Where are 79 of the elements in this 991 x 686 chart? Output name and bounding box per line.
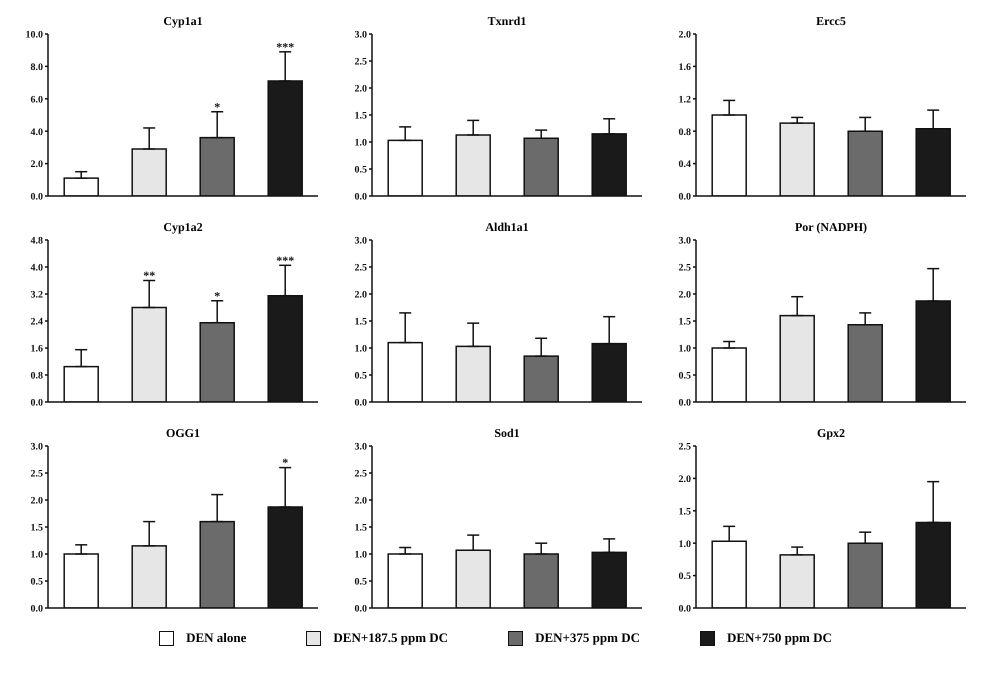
- y-tick-label: 2.0: [30, 159, 43, 170]
- y-tick-label: 6.0: [30, 94, 43, 106]
- y-tick-label: 0.5: [30, 576, 43, 588]
- y-tick-label: 1.5: [678, 316, 691, 328]
- y-tick-label: 0.5: [354, 576, 367, 588]
- chart-title: Por (NADPH): [794, 220, 868, 235]
- y-tick-label: 2.5: [354, 56, 367, 68]
- chart-title: Cyp1a2: [162, 220, 204, 235]
- y-tick-label: 2.0: [354, 496, 367, 507]
- chart-title: Sod1: [493, 426, 521, 441]
- legend-label: DEN+187.5 ppm DC: [333, 630, 448, 646]
- y-tick-label: 1.6: [30, 344, 43, 355]
- y-tick-label: 3.0: [30, 442, 43, 453]
- y-tick-label: 1.5: [30, 522, 43, 534]
- y-tick-label: 1.0: [678, 344, 691, 355]
- y-tick-label: 0.0: [354, 192, 367, 203]
- y-tick-label: 0.0: [30, 398, 43, 409]
- y-tick-label: 3.0: [354, 30, 367, 41]
- y-tick-label: 1.0: [30, 550, 43, 561]
- data-label: *: [282, 456, 288, 470]
- data-label: *: [214, 288, 220, 303]
- y-tick-label: 3.2: [30, 290, 43, 301]
- y-tick-label: 4.8: [30, 236, 43, 247]
- y-tick-label: 2.5: [354, 262, 367, 274]
- y-tick-label: 2.5: [30, 468, 43, 480]
- y-tick-label: 2.0: [354, 84, 367, 95]
- y-tick-label: 0.0: [354, 604, 367, 615]
- y-tick-label: 8.0: [30, 62, 43, 73]
- y-tick-label: 0.5: [678, 571, 691, 582]
- y-tick-label: 1.6: [678, 62, 691, 73]
- y-tick-label: 0.0: [678, 604, 691, 615]
- chart-title: Ercc5: [815, 14, 847, 29]
- data-label: *: [214, 100, 220, 114]
- y-tick-label: 0.5: [678, 370, 691, 382]
- data-label: ***: [276, 40, 294, 54]
- y-tick-label: 1.5: [354, 316, 367, 328]
- chart-title: OGG1: [164, 426, 201, 441]
- y-tick-label: 0.0: [678, 398, 691, 409]
- y-tick-label: 0.8: [678, 126, 691, 138]
- y-tick-label: 2.5: [678, 262, 691, 274]
- y-tick-label: 1.0: [354, 138, 367, 149]
- y-tick-label: 2.5: [354, 468, 367, 480]
- y-tick-label: 1.2: [678, 94, 691, 106]
- y-tick-label: 1.5: [678, 506, 691, 518]
- legend-label: DEN alone: [186, 630, 246, 646]
- y-tick-label: 0.0: [30, 192, 43, 203]
- y-tick-label: 1.0: [354, 550, 367, 561]
- y-tick-label: 0.0: [678, 192, 691, 203]
- y-tick-label: 1.5: [354, 110, 367, 122]
- y-tick-label: 0.5: [354, 370, 367, 382]
- legend-label: DEN+375 ppm DC: [535, 630, 640, 646]
- chart-title: Aldh1a1: [484, 220, 530, 235]
- y-tick-label: 0.4: [678, 159, 691, 170]
- y-tick-label: 3.0: [354, 236, 367, 247]
- y-tick-label: 2.0: [678, 30, 691, 41]
- legend-label: DEN+750 ppm DC: [726, 630, 832, 646]
- y-tick-label: 2.0: [30, 496, 43, 507]
- data-label: **: [143, 268, 156, 282]
- y-tick-label: 1.5: [354, 522, 367, 534]
- y-tick-label: 2.4: [30, 316, 43, 328]
- y-tick-label: 2.0: [678, 290, 691, 301]
- y-tick-label: 1.0: [354, 344, 367, 355]
- y-tick-label: 10.0: [26, 30, 43, 41]
- y-tick-label: 1.0: [678, 538, 691, 550]
- chart-title: Gpx2: [816, 426, 846, 441]
- y-tick-label: 2.0: [354, 290, 367, 301]
- chart-title: Cyp1a1: [162, 14, 204, 29]
- y-tick-label: 3.0: [354, 442, 367, 453]
- y-tick-label: 3.0: [678, 236, 691, 247]
- y-tick-label: 2.5: [678, 442, 691, 453]
- data-label: ***: [276, 253, 294, 268]
- y-tick-label: 0.8: [30, 370, 43, 382]
- chart-title: Txnrd1: [486, 14, 528, 29]
- y-tick-label: 4.0: [30, 262, 43, 274]
- y-tick-label: 0.0: [30, 604, 43, 615]
- y-tick-label: 0.0: [354, 398, 367, 409]
- y-tick-label: 0.5: [354, 164, 367, 176]
- y-tick-label: 2.0: [678, 474, 691, 485]
- y-tick-label: 4.0: [30, 126, 43, 138]
